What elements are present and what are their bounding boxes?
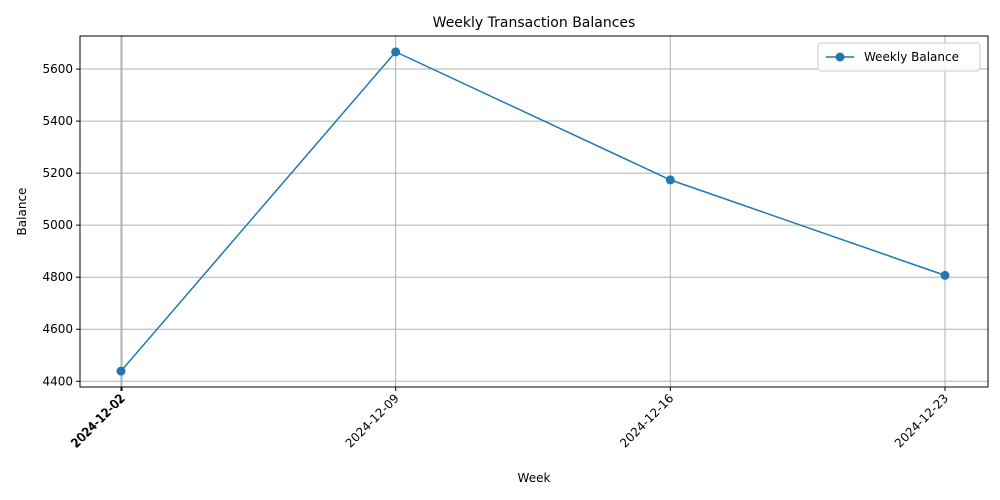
y-tick-label: 5400 bbox=[42, 114, 73, 128]
y-tick-label: 4600 bbox=[42, 322, 73, 336]
data-point bbox=[665, 175, 675, 185]
axes: 4400 4600 4800 5000 5200 5400 5600 2024-12-02 20… bbox=[42, 62, 951, 450]
x-tick-label: 2024-12-02 bbox=[69, 391, 128, 450]
data-point bbox=[940, 270, 950, 280]
chart-title: Weekly Transaction Balances bbox=[433, 15, 636, 31]
data-point bbox=[391, 47, 401, 57]
y-tick-label: 5600 bbox=[42, 62, 73, 76]
grid-lines bbox=[80, 36, 988, 387]
x-tick-label: 2024-12-09 bbox=[343, 391, 402, 450]
legend-box bbox=[817, 42, 981, 72]
series-layer bbox=[116, 47, 950, 376]
x-tick-label: 2024-12-23 bbox=[892, 391, 951, 450]
x-axis-label: Week bbox=[518, 471, 551, 485]
legend: Weekly Balance bbox=[817, 42, 981, 72]
y-tick-label: 5000 bbox=[42, 218, 73, 232]
y-axis-label: Balance bbox=[15, 188, 29, 236]
y-tick-label: 4800 bbox=[42, 270, 73, 284]
plot-frame bbox=[79, 35, 989, 388]
data-point bbox=[116, 366, 126, 376]
legend-label: Weekly Balance bbox=[864, 50, 959, 64]
legend-marker bbox=[835, 52, 845, 62]
y-tick-label: 5200 bbox=[42, 166, 73, 180]
x-tick-label: 2024-12-16 bbox=[617, 391, 676, 450]
series-line bbox=[120, 50, 946, 372]
y-tick-label: 4400 bbox=[42, 374, 73, 388]
